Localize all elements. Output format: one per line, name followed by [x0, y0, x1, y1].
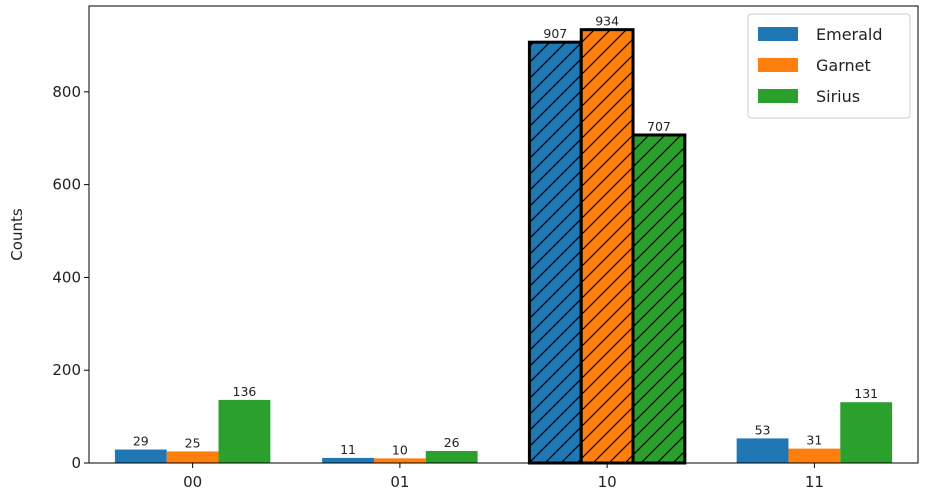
- bar-hatch-garnet-10: [581, 29, 634, 464]
- x-tick-label: 00: [183, 473, 202, 491]
- y-tick-label: 0: [71, 454, 81, 472]
- bar-emerald-01: [322, 457, 374, 463]
- data-label-garnet-10: 934: [595, 14, 619, 29]
- data-label-sirius-11: 131: [854, 386, 878, 401]
- bar-hatch-sirius-10: [633, 134, 685, 463]
- bar-garnet-00: [166, 451, 219, 463]
- legend-swatch-sirius: [758, 89, 798, 103]
- bars-layer: [114, 28, 893, 465]
- x-axis: 00 01 10 11: [183, 463, 824, 491]
- y-tick-label: 600: [52, 176, 81, 194]
- y-tick-label: 200: [52, 361, 81, 379]
- data-label-emerald-01: 11: [340, 442, 356, 457]
- data-label-garnet-01: 10: [392, 442, 408, 457]
- bar-sirius-11: [840, 402, 893, 463]
- bar-sirius-00: [218, 399, 271, 463]
- data-label-garnet-00: 25: [185, 435, 201, 450]
- x-tick-label: 01: [390, 473, 409, 491]
- legend: Emerald Garnet Sirius: [747, 13, 911, 119]
- y-axis-title: Counts: [8, 208, 26, 261]
- y-tick-label: 400: [52, 268, 81, 286]
- bar-garnet-01: [373, 458, 426, 463]
- x-tick-label: 10: [598, 473, 617, 491]
- bar-emerald-11: [736, 438, 789, 463]
- bar-hatch-emerald-10: [529, 42, 582, 463]
- legend-label-garnet: Garnet: [816, 56, 871, 75]
- bar-garnet-11: [788, 448, 841, 463]
- data-label-emerald-10: 907: [543, 26, 567, 41]
- y-tick-label: 800: [52, 83, 81, 101]
- data-label-sirius-00: 136: [233, 384, 257, 399]
- x-tick-label: 11: [805, 473, 824, 491]
- data-label-emerald-00: 29: [133, 434, 149, 449]
- legend-swatch-garnet: [758, 58, 798, 72]
- plot-frame: [88, 5, 919, 464]
- y-axis: 0 200 400 600 800: [52, 83, 89, 472]
- data-label-sirius-10: 707: [647, 119, 671, 134]
- data-labels-layer: 29 25 136 11 10 26 907 934 707 53 31 131: [133, 14, 878, 458]
- bar-emerald-00: [114, 449, 167, 463]
- legend-label-emerald: Emerald: [816, 25, 883, 44]
- data-label-emerald-11: 53: [755, 422, 771, 437]
- data-label-sirius-01: 26: [444, 435, 460, 450]
- bar-sirius-01: [425, 450, 478, 463]
- legend-swatch-emerald: [758, 27, 798, 41]
- legend-label-sirius: Sirius: [816, 87, 860, 106]
- data-label-garnet-11: 31: [806, 433, 822, 448]
